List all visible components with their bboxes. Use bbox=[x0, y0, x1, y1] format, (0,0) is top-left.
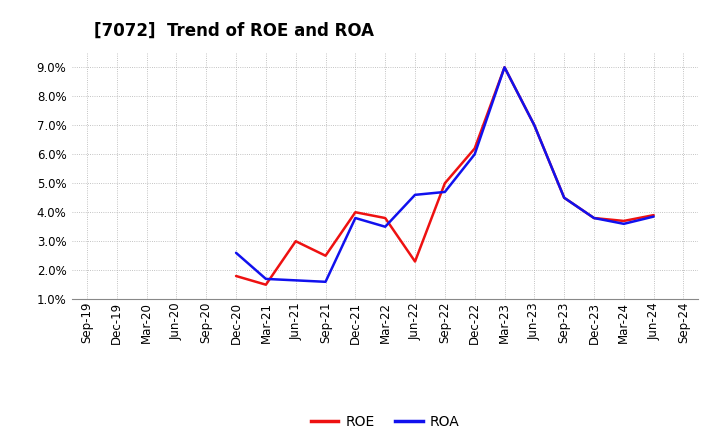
ROA bbox=[470, 152, 479, 157]
ROE bbox=[530, 123, 539, 128]
ROE bbox=[232, 273, 240, 279]
ROA bbox=[649, 214, 658, 219]
ROE bbox=[470, 146, 479, 151]
Text: [7072]  Trend of ROE and ROA: [7072] Trend of ROE and ROA bbox=[94, 22, 374, 40]
ROA bbox=[351, 216, 360, 221]
Line: ROA: ROA bbox=[236, 67, 654, 282]
ROE bbox=[649, 213, 658, 218]
ROE bbox=[560, 195, 569, 200]
Line: ROE: ROE bbox=[236, 67, 654, 285]
ROA bbox=[261, 276, 270, 282]
ROE bbox=[410, 259, 419, 264]
ROE bbox=[351, 209, 360, 215]
ROE bbox=[292, 238, 300, 244]
ROA bbox=[500, 65, 509, 70]
ROA bbox=[619, 221, 628, 227]
ROA bbox=[232, 250, 240, 256]
ROE bbox=[500, 65, 509, 70]
ROA bbox=[292, 278, 300, 283]
ROA bbox=[590, 216, 598, 221]
ROA bbox=[560, 195, 569, 200]
ROA bbox=[441, 189, 449, 194]
Legend: ROE, ROA: ROE, ROA bbox=[305, 410, 465, 435]
ROA bbox=[410, 192, 419, 198]
ROE bbox=[381, 216, 390, 221]
ROE bbox=[590, 216, 598, 221]
ROE bbox=[441, 180, 449, 186]
ROA bbox=[321, 279, 330, 284]
ROE bbox=[261, 282, 270, 287]
ROE bbox=[321, 253, 330, 258]
ROE bbox=[619, 218, 628, 224]
ROA bbox=[530, 123, 539, 128]
ROA bbox=[381, 224, 390, 229]
